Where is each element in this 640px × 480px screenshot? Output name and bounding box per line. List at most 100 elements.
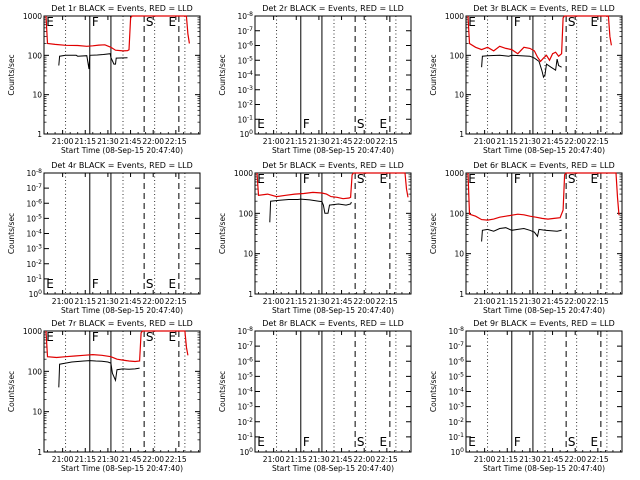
event-letter-e: E [257,435,265,449]
x-tick-label: 21:00 [474,137,496,146]
y-tick-label: 100 [239,209,254,218]
x-tick-label: 22:00 [353,297,375,306]
event-letter-e: E [168,277,176,291]
y-axis-label: Counts/sec [7,54,16,95]
event-letter-e: E [468,15,476,29]
x-tick-label: 21:45 [120,137,142,146]
y-tick-label: 10-6 [237,356,253,366]
y-tick-label: 10-8 [26,168,42,178]
y-tick-label: 1000 [23,327,42,336]
x-tick-label: 21:00 [52,297,74,306]
y-tick-label: 1 [248,290,253,299]
y-tick-label: 100 [240,447,254,457]
plot-frame [465,330,623,453]
event-letter-s: S [568,435,576,449]
y-tick-label: 10-8 [237,11,253,21]
event-letter-e: E [468,172,476,186]
y-tick-label: 10-5 [448,371,464,381]
event-letter-s: S [357,117,365,131]
x-tick-label: 22:15 [376,297,398,306]
event-letter-f: F [92,277,99,291]
x-tick-label: 21:45 [331,137,353,146]
y-tick-label: 10 [32,408,42,417]
event-letter-s: S [357,172,365,186]
x-tick-label: 21:00 [474,455,496,464]
x-tick-label: 21:45 [542,137,564,146]
y-tick-label: 10-4 [237,387,253,397]
y-tick-label: 10-4 [26,229,42,239]
event-letter-s: S [146,277,154,291]
event-letter-e: E [46,15,54,29]
event-letter-f: F [303,435,310,449]
lld-series-line [256,172,409,200]
x-tick-label: 21:30 [519,297,541,306]
panel-det-4: Det 4r BLACK = Events, RED = LLD 21:00 21:… [7,161,201,315]
x-tick-label: 22:15 [587,297,609,306]
event-letter-e: E [590,172,598,186]
plot-frame [43,172,201,295]
event-letter-e: E [257,117,265,131]
y-tick-label: 1000 [23,12,42,21]
lld-series-line [45,15,190,52]
event-letter-s: S [146,330,154,344]
x-tick-label: 22:00 [142,137,164,146]
x-tick-label: 21:30 [308,297,330,306]
x-tick-label: 21:45 [120,297,142,306]
event-letter-e: E [168,15,176,29]
x-tick-label: 21:15 [496,455,518,464]
y-axis-label: Counts/sec [7,213,16,254]
plot-frame [43,15,201,135]
y-axis-label: Counts/sec [7,371,16,412]
y-tick-label: 1000 [445,169,464,178]
x-axis-label: Start Time (08-Sep-15 20:47:40) [483,464,605,473]
x-tick-label: 21:00 [263,455,285,464]
x-tick-label: 22:00 [353,137,375,146]
event-letter-s: S [357,435,365,449]
events-series-line [58,53,128,70]
x-axis-label: Start Time (08-Sep-15 20:47:40) [483,306,605,315]
x-tick-label: 22:15 [376,455,398,464]
x-axis-label: Start Time (08-Sep-15 20:47:40) [272,146,394,155]
x-tick-label: 22:00 [353,455,375,464]
event-letter-f: F [514,172,521,186]
events-series-line [58,360,140,388]
y-tick-label: 10 [243,250,253,259]
y-tick-label: 10-7 [26,183,42,193]
y-tick-label: 100 [450,209,465,218]
y-tick-label: 10-5 [237,371,253,381]
x-tick-label: 21:00 [474,297,496,306]
plot-frame [465,172,623,295]
x-axis-label: Start Time (08-Sep-15 20:47:40) [483,146,605,155]
y-tick-label: 100 [28,51,43,60]
y-tick-label: 10-1 [237,432,253,442]
x-tick-label: 22:00 [564,137,586,146]
plot-frame [43,330,201,453]
lld-series-line [467,172,620,221]
y-tick-label: 10-2 [448,417,464,427]
y-tick-label: 100 [240,129,254,139]
x-axis-label: Start Time (08-Sep-15 20:47:40) [272,306,394,315]
event-letter-s: S [568,15,576,29]
y-axis-label: Counts/sec [429,371,438,412]
x-tick-label: 22:00 [142,297,164,306]
y-tick-label: 10-7 [237,26,253,36]
x-tick-label: 21:30 [97,137,119,146]
y-tick-label: 100 [450,51,465,60]
x-tick-label: 21:30 [519,455,541,464]
x-tick-label: 21:30 [308,137,330,146]
x-tick-label: 21:15 [74,455,96,464]
lld-series-line [467,15,612,63]
y-tick-label: 10 [454,250,464,259]
panel-title: Det 4r BLACK = Events, RED = LLD [51,161,193,170]
x-tick-label: 21:30 [519,137,541,146]
lld-series-line [45,330,189,363]
y-tick-label: 1000 [445,12,464,21]
y-tick-label: 10-1 [237,114,253,124]
x-tick-label: 21:00 [263,297,285,306]
y-tick-label: 100 [29,289,43,299]
events-series-line [481,227,562,242]
panel-title: Det 7r BLACK = Events, RED = LLD [51,319,193,328]
